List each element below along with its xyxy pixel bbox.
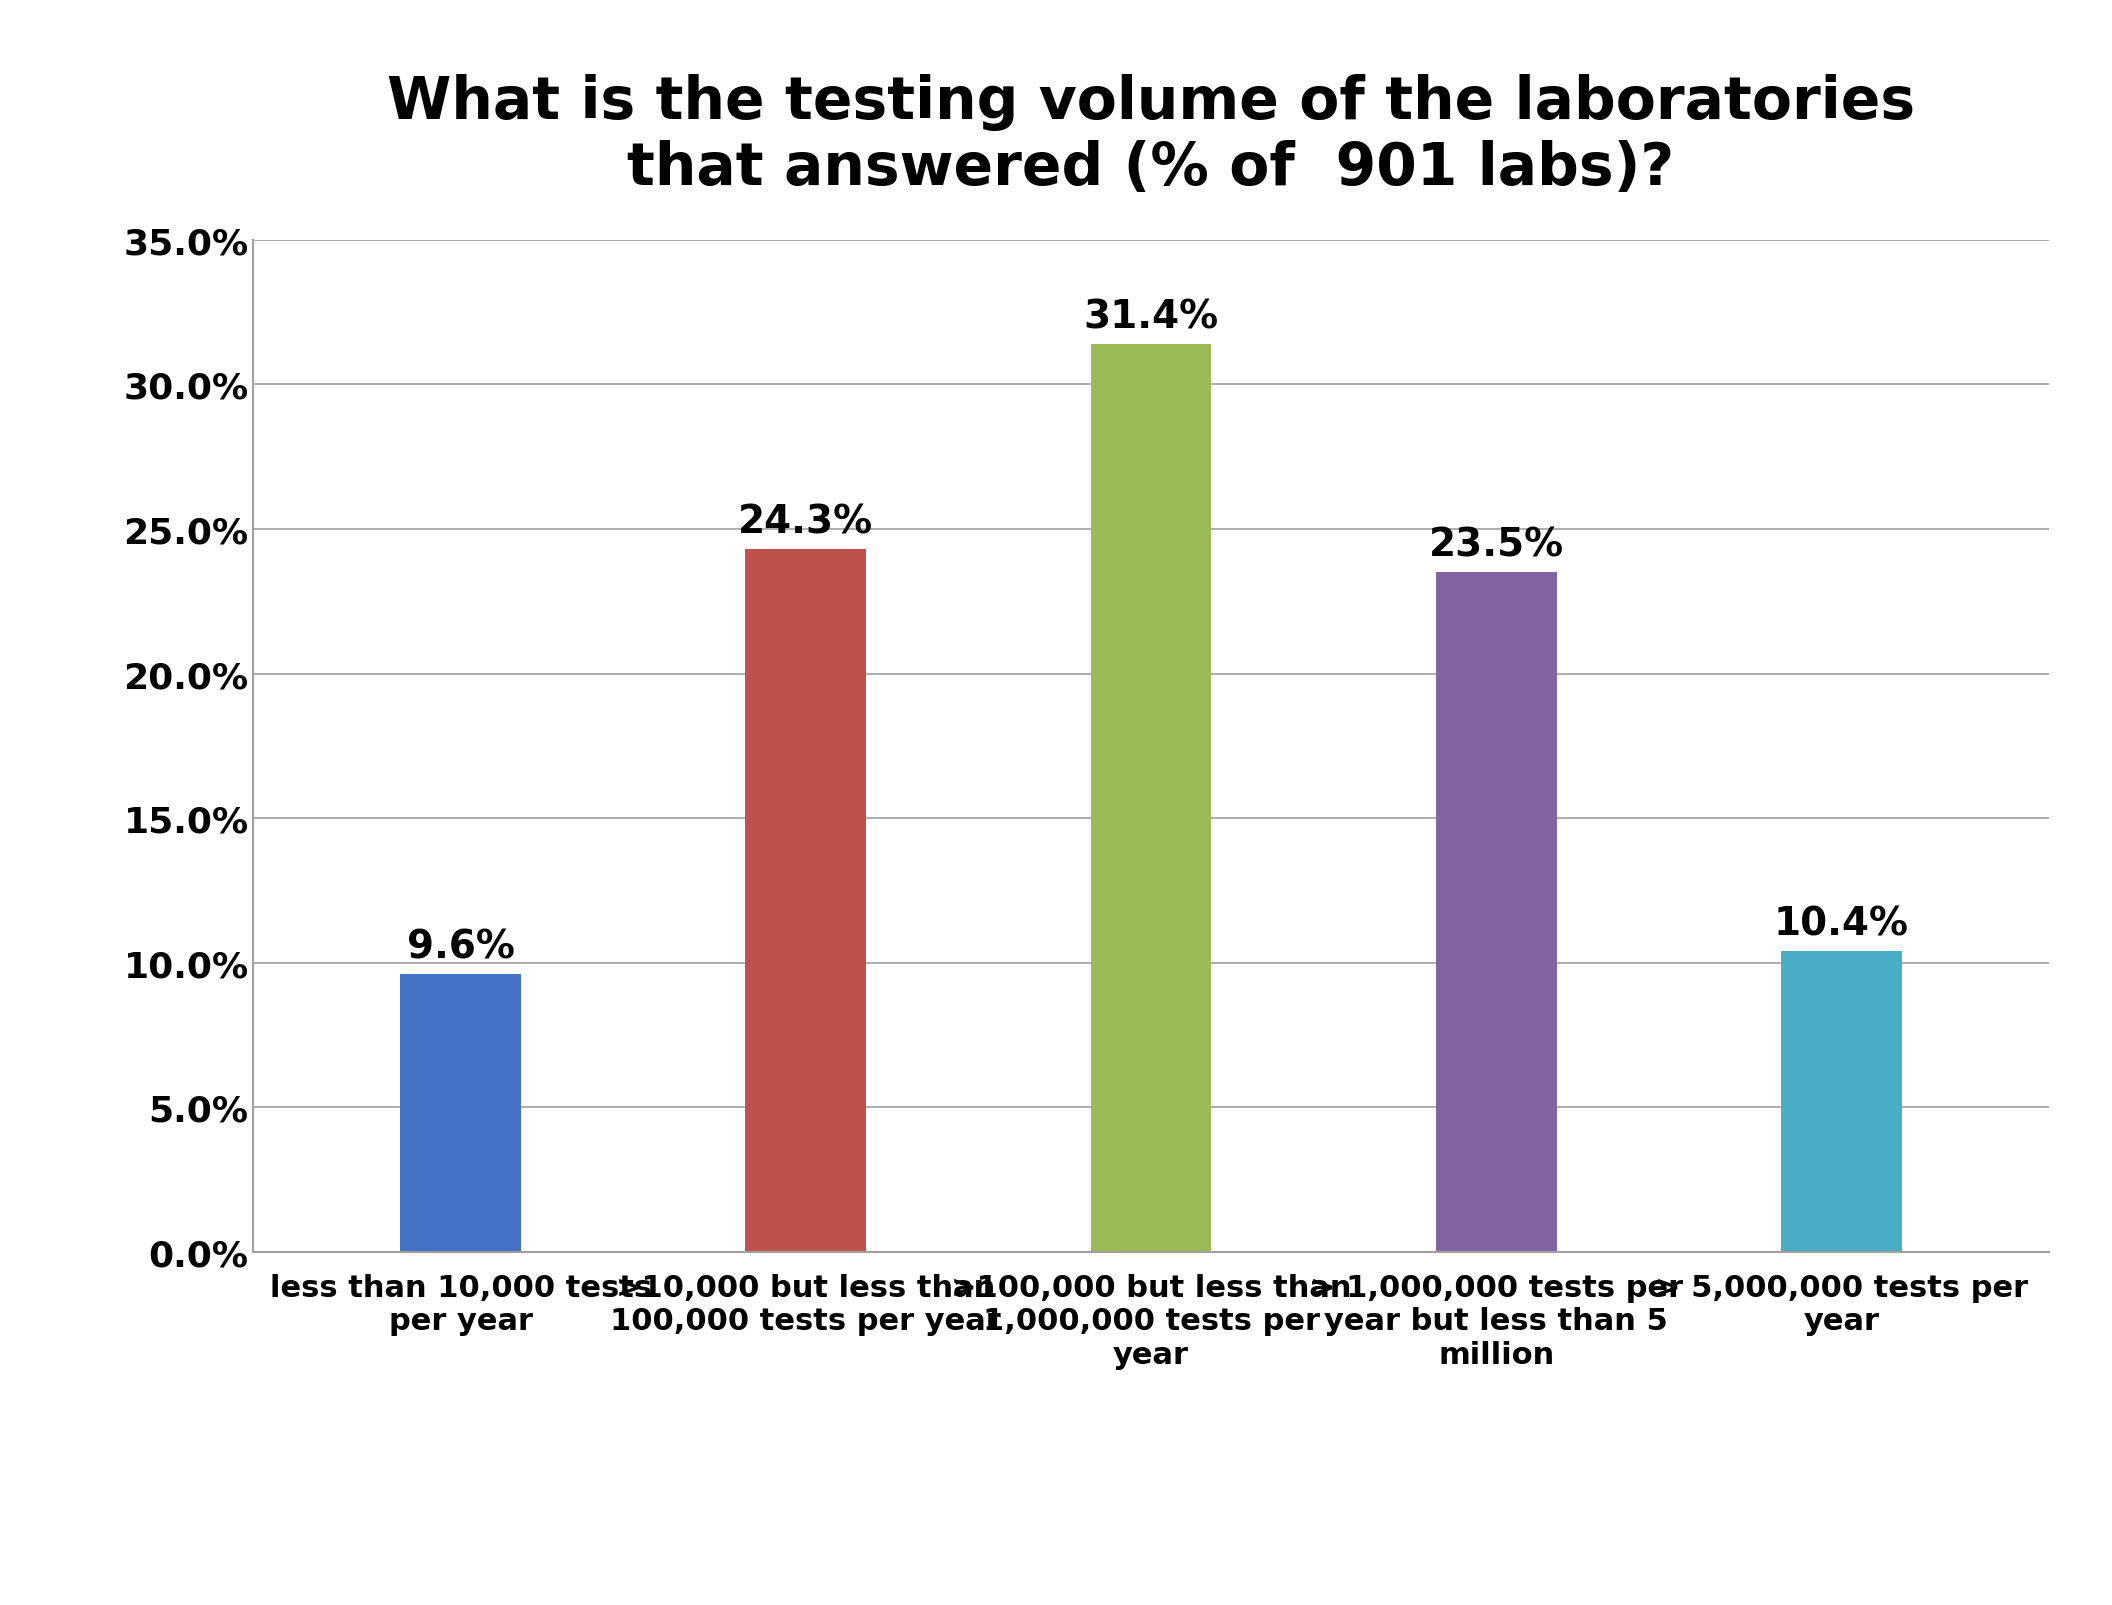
Title: What is the testing volume of the laboratories
that answered (% of  901 labs)?: What is the testing volume of the labora…	[386, 74, 1916, 197]
Bar	[1090, 345, 1212, 1252]
Text: 9.6%: 9.6%	[408, 928, 515, 966]
Bar	[746, 551, 866, 1252]
Text: 24.3%: 24.3%	[739, 504, 874, 541]
Bar	[1780, 952, 1903, 1252]
Text: 31.4%: 31.4%	[1083, 299, 1219, 335]
Text: 10.4%: 10.4%	[1774, 905, 1909, 942]
Text: 23.5%: 23.5%	[1428, 526, 1563, 565]
Bar	[1436, 573, 1557, 1252]
Bar	[399, 974, 522, 1252]
